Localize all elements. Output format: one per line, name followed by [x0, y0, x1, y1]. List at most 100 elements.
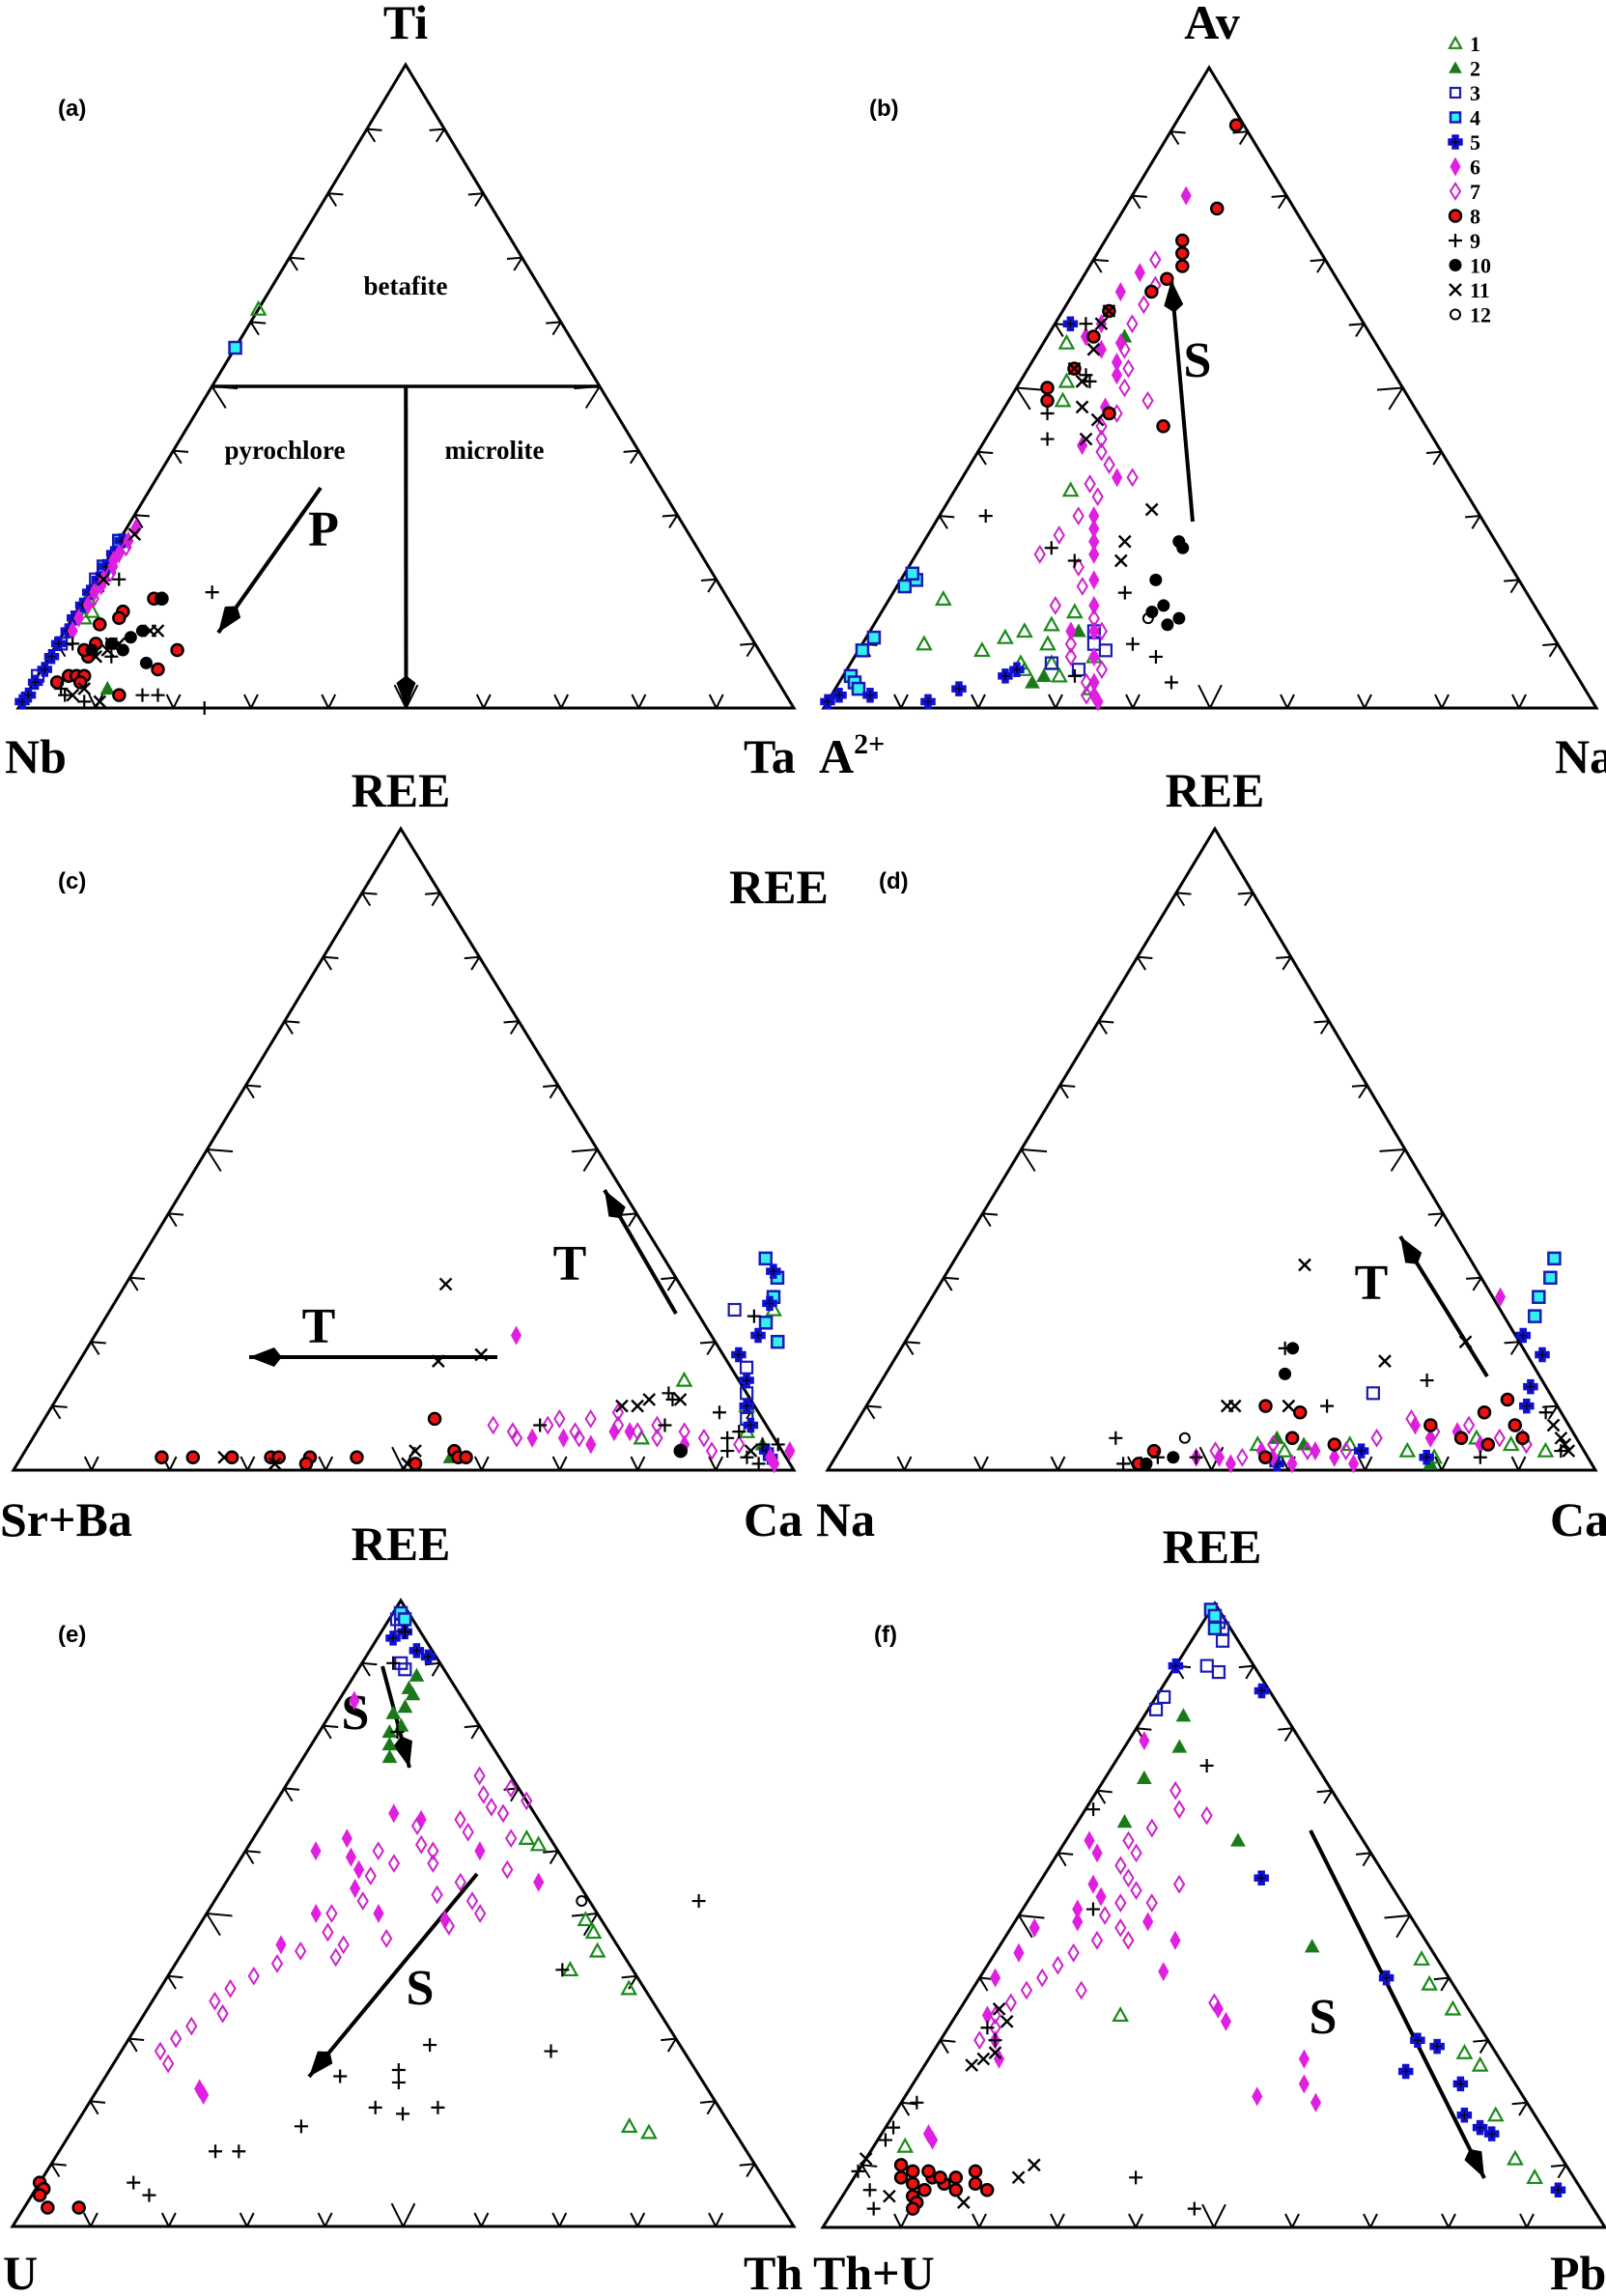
data-point-series-8	[271, 1450, 286, 1464]
data-point-series-6	[1112, 468, 1123, 488]
data-point-series-6	[784, 1441, 796, 1461]
data-point-series-5	[1452, 2076, 1469, 2092]
data-point-series-6	[1092, 692, 1104, 712]
data-point-series-8	[917, 2182, 932, 2197]
data-point-series-11	[992, 2002, 1006, 2016]
data-point-series-9	[135, 688, 150, 702]
legend-entry-6: 6	[1450, 156, 1480, 180]
data-point-series-8	[41, 2200, 55, 2215]
data-point-series-8	[112, 688, 127, 702]
data-point-series-7	[705, 1441, 718, 1460]
trend-arrow-S	[1309, 1829, 1486, 2179]
data-point-series-9	[1109, 1431, 1123, 1445]
data-point-series-6	[1298, 2074, 1310, 2094]
data-point-series-8	[155, 1450, 169, 1464]
data-point-series-6	[72, 608, 85, 628]
data-point-series-7	[1020, 1980, 1033, 2000]
data-point-series-1	[529, 1835, 548, 1852]
data-point-series-8	[905, 2201, 920, 2216]
data-point-series-9	[1554, 1444, 1568, 1459]
data-point-series-7	[1095, 660, 1109, 680]
data-point-series-7	[270, 1953, 284, 1973]
data-point-series-9	[1150, 1450, 1165, 1464]
data-point-series-7	[733, 1434, 746, 1455]
data-point-series-7	[415, 1834, 428, 1855]
data-point-series-8	[298, 1457, 314, 1471]
data-point-series-9	[980, 2021, 995, 2035]
data-point-series-5	[739, 1373, 754, 1388]
data-point-series-8	[427, 1411, 442, 1427]
data-point-series-7	[477, 1784, 490, 1804]
data-point-series-6	[1139, 1731, 1150, 1751]
data-point-series-7	[611, 1415, 625, 1435]
data-point-series-7	[989, 2005, 1001, 2026]
data-point-series-7	[154, 2041, 167, 2061]
data-point-series-8	[408, 1457, 423, 1471]
data-point-series-10	[1172, 611, 1186, 625]
data-point-series-5	[1062, 316, 1079, 331]
panel-label: (c)	[58, 868, 86, 894]
data-point-series-5	[1472, 2119, 1488, 2136]
data-point-series-9	[294, 2119, 308, 2134]
data-point-series-7	[1052, 1955, 1064, 1975]
data-point-series-7	[1141, 390, 1154, 411]
data-point-series-6	[1111, 365, 1123, 385]
data-point-series-9	[1187, 2201, 1201, 2216]
data-point-series-9	[1085, 1902, 1100, 1916]
data-point-series-7	[1114, 1893, 1127, 1913]
data-point-series-11	[1113, 553, 1128, 568]
data-point-series-6	[1088, 646, 1100, 666]
data-point-series-7	[505, 1828, 518, 1849]
data-point-series-11	[66, 688, 80, 702]
data-point-series-8	[1175, 259, 1190, 273]
data-point-series-9	[720, 1431, 735, 1445]
data-point-series-4	[1449, 111, 1462, 124]
vertex-label-right: Ca	[744, 1492, 803, 1546]
data-point-series-6	[1088, 544, 1100, 564]
vertex-label-left: Nb	[5, 729, 67, 783]
panel-d: REE Na Ca (d) T	[816, 763, 1606, 1546]
trend-label-T: T	[1355, 1256, 1389, 1311]
data-point-series-5	[1254, 1870, 1269, 1885]
data-point-series-7	[678, 1422, 690, 1442]
data-point-series-4	[758, 1316, 774, 1330]
legend-label: 2	[1470, 57, 1480, 81]
data-point-series-11	[956, 2196, 971, 2210]
data-point-series-5	[762, 1295, 777, 1312]
data-point-series-3	[1199, 1658, 1214, 1673]
data-point-series-9	[887, 2120, 901, 2135]
data-point-series-7	[1172, 1874, 1186, 1894]
data-point-series-7	[329, 1947, 342, 1968]
data-points	[14, 299, 268, 715]
data-point-series-7	[224, 1978, 237, 1998]
data-point-series-11	[401, 1457, 414, 1471]
data-point-series-10	[1167, 1451, 1180, 1464]
data-point-series-5	[420, 1649, 437, 1665]
data-point-series-9	[747, 1309, 761, 1323]
data-point-series-6	[1424, 1428, 1436, 1448]
data-point-series-5	[1254, 1683, 1270, 1699]
data-point-series-7	[1095, 621, 1109, 641]
data-point-series-9	[978, 509, 993, 524]
data-point-series-5	[1535, 1346, 1550, 1363]
data-point-series-4	[228, 340, 242, 355]
data-point-series-10	[139, 656, 153, 669]
data-point-series-7	[1114, 1918, 1127, 1938]
data-point-series-10	[1279, 1367, 1292, 1380]
data-point-series-7	[1036, 1968, 1049, 1988]
data-point-series-5	[1456, 2107, 1473, 2123]
data-point-series-11	[1075, 375, 1089, 388]
data-point-series-6	[1114, 282, 1126, 302]
data-point-series-6	[1134, 263, 1145, 283]
field-label-pyrochlore: pyrochlore	[225, 436, 346, 465]
panel-label: (d)	[879, 868, 909, 894]
data-points	[820, 118, 1244, 712]
data-point-series-8	[1257, 1450, 1273, 1464]
data-point-series-5	[50, 636, 67, 652]
data-point-series-9	[555, 1963, 570, 1977]
superscript: 2+	[854, 728, 885, 760]
data-point-series-6	[198, 2084, 210, 2105]
data-point-series-9	[1040, 432, 1055, 446]
data-point-series-8	[1160, 271, 1174, 287]
data-point-series-11	[631, 1399, 644, 1413]
